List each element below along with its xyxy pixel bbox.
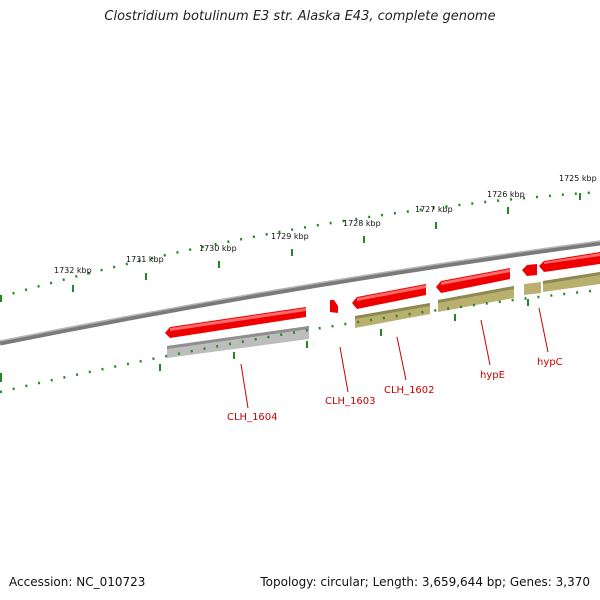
scale-label-1728: 1728 kbp [343, 219, 381, 228]
gene-label-clh-1604: CLH_1604 [227, 412, 278, 423]
scale-labels: 1732 kbp 1731 kbp 1730 kbp 1729 kbp 1728… [54, 174, 597, 275]
gene-label-hype: hypE [480, 370, 505, 381]
inner-major-ticks [0, 299, 529, 382]
scale-label-1732: 1732 kbp [54, 266, 92, 275]
gene-features [165, 252, 600, 338]
scale-label-1731: 1731 kbp [126, 255, 164, 264]
outer-minor-ticks [0, 190, 600, 299]
map-title: Clostridium botulinum E3 str. Alaska E43… [104, 9, 496, 24]
gene-labels: CLH_1604 CLH_1603 CLH_1602 hypE hypC [227, 357, 563, 423]
scale-label-1725: 1725 kbp [559, 174, 597, 183]
genome-backbone [0, 240, 600, 346]
gene-label-hypc: hypC [537, 357, 563, 368]
gene-clh-1603 [330, 300, 338, 313]
outer-major-ticks [0, 193, 581, 302]
accession-text: Accession: NC_010723 [9, 575, 146, 589]
cds-hypc [524, 282, 541, 295]
topology-text: Topology: circular; Length: 3,659,644 bp… [260, 575, 590, 589]
cds-features [167, 272, 600, 358]
scale-label-1730: 1730 kbp [199, 244, 237, 253]
gene-label-clh-1602: CLH_1602 [384, 385, 435, 396]
inner-minor-ticks [0, 288, 600, 394]
scale-label-1729: 1729 kbp [271, 232, 309, 241]
scale-label-1727: 1727 kbp [415, 205, 453, 214]
scale-label-1726: 1726 kbp [487, 190, 525, 199]
inner-scale-ring [0, 288, 600, 394]
label-leaders [240, 307, 549, 409]
gene-label-clh-1603: CLH_1603 [325, 396, 376, 407]
outer-scale-ring [0, 190, 600, 302]
gene-hypc [522, 264, 537, 276]
